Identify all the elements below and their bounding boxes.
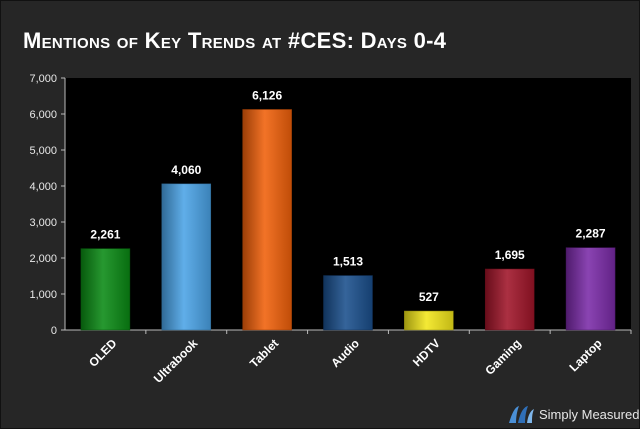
bar-ultrabook [161,183,212,331]
x-tick-label-laptop: Laptop [567,336,605,374]
y-axis: 0 1,000 2,000 3,000 4,000 5,000 6,000 7,000 [29,73,66,337]
x-tick-label-hdtv: HDTV [410,336,443,369]
x-tick-label-oled: OLED [86,336,120,370]
data-label-oled: 2,261 [90,228,120,242]
data-label-audio: 1,513 [333,255,363,269]
bar-hdtv [404,310,454,331]
y-tick-label: 3,000 [29,217,57,229]
bar-audio [323,275,373,331]
y-tick-label: 7,000 [29,73,57,85]
bars [80,109,616,331]
y-tick-label: 5,000 [29,145,57,157]
data-labels: 2,261 4,060 6,126 1,513 527 1,695 2,287 [90,88,605,304]
data-label-ultrabook: 4,060 [171,163,201,177]
chart-title: Mentions of Key Trends at #CES: Days 0-4 [23,28,447,53]
x-tick-label-tablet: Tablet [247,336,281,370]
x-tick-label-audio: Audio [328,336,362,370]
bar-tablet [242,109,292,331]
y-tick-label: 6,000 [29,109,57,121]
x-axis: OLED Ultrabook Tablet Audio HDTV Gaming Laptop [65,329,632,386]
brand-name: Simply Measured [539,406,640,422]
y-tick-label: 0 [51,325,57,337]
data-label-gaming: 1,695 [495,248,525,262]
data-label-hdtv: 527 [419,290,439,304]
x-tick-label-gaming: Gaming [482,336,523,377]
data-label-tablet: 6,126 [252,88,282,102]
y-tick-label: 4,000 [29,181,57,193]
y-tick-label: 2,000 [29,253,57,265]
simply-measured-logo-icon [509,406,534,423]
bar-gaming [484,268,535,331]
brand-logo: Simply Measured [507,401,639,427]
x-tick-label-ultrabook: Ultrabook [151,336,201,386]
data-label-laptop: 2,287 [576,227,606,241]
bar-laptop [565,247,616,331]
bar-oled [80,248,131,331]
y-tick-label: 1,000 [29,289,57,301]
